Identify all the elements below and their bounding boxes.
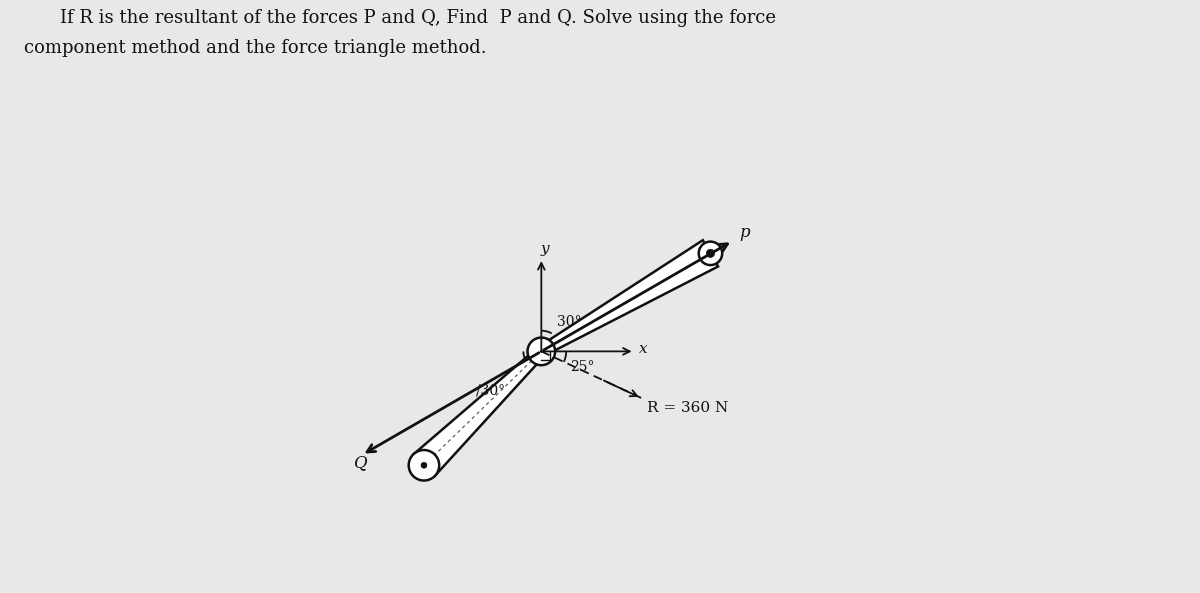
Text: p: p	[739, 225, 750, 241]
Text: If R is the resultant of the forces P and Q, Find  P and Q. Solve using the forc: If R is the resultant of the forces P an…	[60, 9, 776, 27]
Polygon shape	[413, 347, 545, 476]
Text: Q: Q	[354, 454, 367, 471]
Text: 25°: 25°	[570, 360, 595, 374]
Text: 30°: 30°	[557, 315, 581, 329]
Circle shape	[698, 241, 722, 265]
Text: y: y	[540, 242, 550, 256]
Text: component method and the force triangle method.: component method and the force triangle …	[24, 39, 487, 56]
Text: x: x	[638, 342, 647, 356]
Text: /30°: /30°	[475, 383, 505, 397]
Polygon shape	[539, 240, 718, 356]
Circle shape	[409, 450, 439, 480]
Text: R = 360 N: R = 360 N	[647, 401, 728, 415]
Circle shape	[528, 337, 556, 365]
Circle shape	[707, 249, 714, 257]
Circle shape	[421, 463, 427, 468]
